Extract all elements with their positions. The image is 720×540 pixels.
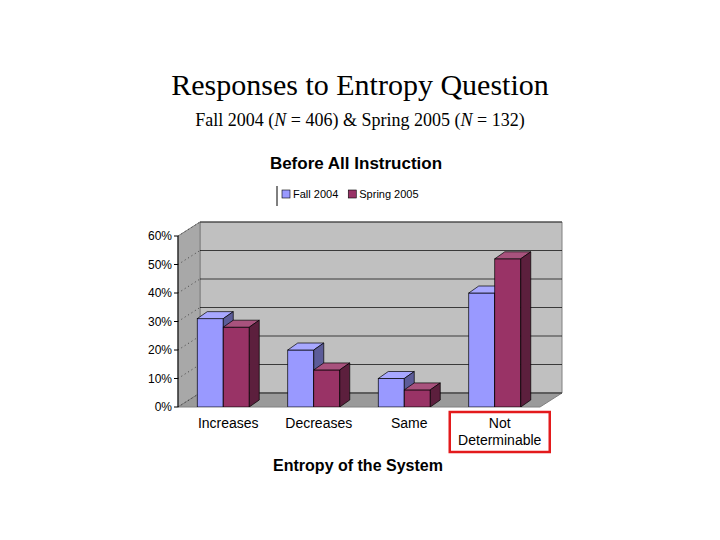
subtitle-part: = 132) [473,110,525,131]
y-tick-label: 40% [148,286,172,300]
y-tick [174,378,178,379]
y-tick [174,321,178,322]
x-tick-label-line: Same [391,415,428,431]
legend-swatch [348,190,356,198]
bars [197,252,531,407]
bar-side [521,252,531,407]
title: Responses to Entropy Question [171,68,548,101]
y-tick-label: 20% [148,343,172,357]
x-axis-label: Entropy of the System [273,457,443,474]
legend-edge [277,186,278,206]
y-tick-label: 10% [148,372,172,386]
grid-line-side [178,222,200,236]
bar [404,383,440,407]
bar [314,363,350,407]
grid-line [200,222,562,223]
x-tick-label-line: Determinable [458,432,541,448]
subtitle-part: Fall 2004 ( [195,110,274,131]
y-tick [174,407,178,408]
bar-front [378,379,404,408]
y-axis: 0% 10% 20% 30% 40% 50% 60% [148,222,562,414]
chart-svg: Responses to Entropy Question Fall 2004 (… [0,0,720,540]
bar-front [404,390,430,407]
y-tick [174,293,178,294]
x-tick-label: Decreases [285,415,352,431]
bar-front [288,350,314,407]
subtitle-part: N [273,110,287,130]
y-tick-label: 30% [148,315,172,329]
y-tick [174,350,178,351]
subtitle: Fall 2004 (N = 406) & Spring 2005 (N = 1… [195,110,524,131]
x-tick-label: NotDeterminable [458,415,541,448]
subtitle-part: N [460,110,474,130]
x-tick-label: Same [391,415,428,431]
legend-label: Spring 2005 [359,188,418,200]
bar [223,320,259,407]
slide: Responses to Entropy Question Fall 2004 (… [0,0,720,540]
grid-line-side [178,365,200,379]
x-tick-label-line: Decreases [285,415,352,431]
grid-line-side [178,251,200,265]
grid-line-side [178,308,200,322]
bar-side [430,383,440,407]
y-tick [174,236,178,237]
chart-title: Before All Instruction [270,154,442,173]
legend-swatch [282,190,290,198]
x-tick-label-line: Not [489,415,511,431]
y-tick-label: 0% [155,400,173,414]
legend-label: Fall 2004 [293,188,338,200]
x-tick-label: Increases [198,415,259,431]
y-axis-line [178,236,179,407]
bar-front [197,319,223,407]
bar [495,252,531,407]
bar-side [249,320,259,407]
side-wall [178,222,200,407]
x-tick-label-line: Increases [198,415,259,431]
y-tick-label: 50% [148,258,172,272]
subtitle-part: = 406) & Spring 2005 ( [286,110,460,131]
y-tick-label: 60% [148,229,172,243]
bar-side [340,363,350,407]
grid-line-side [178,279,200,293]
grid-line-side [178,336,200,350]
legend: Fall 2004 Spring 2005 [277,186,419,206]
bar-front [314,370,340,407]
grid-line [200,250,562,251]
grid-line-side [178,393,200,407]
bar-front [469,293,495,407]
bar-front [223,327,249,407]
x-axis: Increases Decreases Same NotDeterminable [198,412,550,452]
highlight-box [450,412,550,452]
bar-front [495,259,521,407]
y-tick [174,264,178,265]
